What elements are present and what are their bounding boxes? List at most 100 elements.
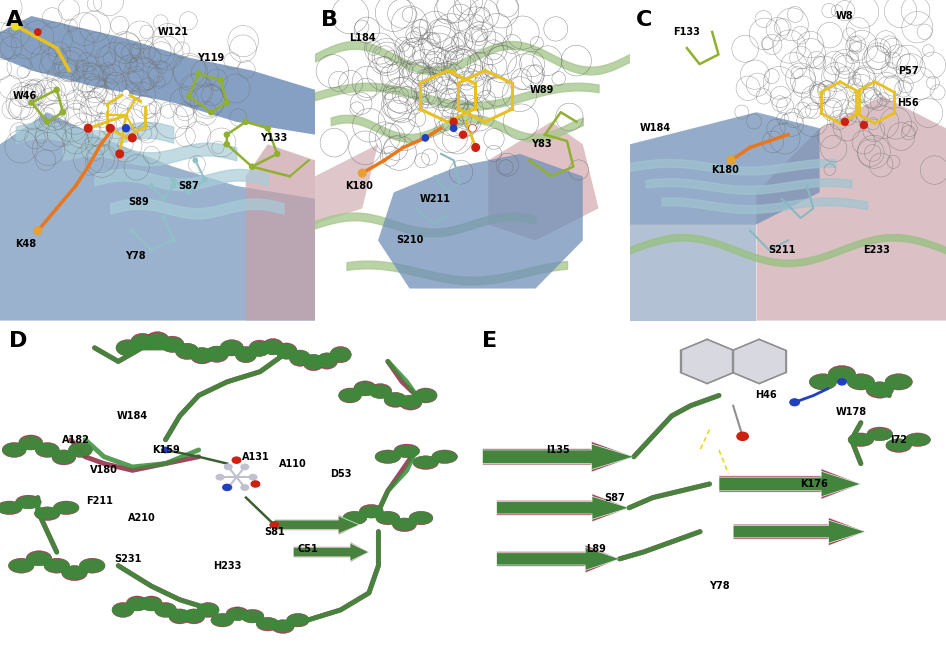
Circle shape [116, 150, 124, 158]
Text: I72: I72 [890, 435, 907, 445]
Text: C51: C51 [297, 543, 318, 554]
Text: B: B [322, 10, 339, 30]
Ellipse shape [161, 337, 184, 352]
Text: S231: S231 [114, 554, 141, 564]
Polygon shape [497, 496, 629, 520]
Ellipse shape [399, 395, 422, 410]
Polygon shape [630, 224, 757, 321]
Ellipse shape [140, 598, 163, 611]
Circle shape [101, 106, 107, 112]
Ellipse shape [393, 518, 416, 531]
Circle shape [422, 135, 429, 141]
Ellipse shape [330, 347, 351, 362]
Ellipse shape [272, 620, 294, 632]
Text: H46: H46 [756, 391, 777, 401]
Ellipse shape [414, 389, 437, 403]
Ellipse shape [183, 609, 205, 624]
Circle shape [131, 229, 134, 233]
Circle shape [224, 141, 229, 147]
Circle shape [241, 464, 249, 469]
Ellipse shape [810, 374, 836, 389]
Ellipse shape [289, 350, 310, 366]
Text: S87: S87 [604, 492, 625, 502]
Ellipse shape [44, 558, 70, 573]
Ellipse shape [116, 340, 139, 356]
Circle shape [11, 21, 20, 30]
Ellipse shape [262, 340, 284, 355]
Text: V180: V180 [90, 465, 118, 475]
Ellipse shape [339, 389, 361, 403]
Circle shape [171, 184, 175, 188]
Ellipse shape [262, 338, 284, 355]
Ellipse shape [867, 382, 893, 397]
Ellipse shape [197, 603, 219, 617]
Ellipse shape [2, 443, 26, 457]
Text: S89: S89 [129, 197, 149, 207]
Ellipse shape [376, 511, 400, 525]
Polygon shape [733, 520, 866, 543]
Ellipse shape [168, 609, 191, 624]
Text: D: D [9, 330, 27, 351]
Ellipse shape [316, 353, 338, 368]
Ellipse shape [885, 439, 911, 451]
Ellipse shape [236, 346, 256, 363]
Circle shape [233, 457, 240, 463]
Ellipse shape [15, 496, 42, 508]
Ellipse shape [44, 559, 70, 572]
Ellipse shape [359, 504, 383, 518]
Polygon shape [293, 542, 369, 563]
Circle shape [450, 118, 457, 126]
Ellipse shape [190, 348, 214, 363]
Circle shape [162, 215, 166, 220]
Text: W184: W184 [117, 411, 148, 421]
Text: Y83: Y83 [532, 139, 552, 149]
Ellipse shape [829, 367, 855, 382]
Ellipse shape [175, 343, 199, 360]
Ellipse shape [885, 374, 912, 389]
Text: Y133: Y133 [260, 133, 288, 143]
Circle shape [196, 71, 201, 76]
Ellipse shape [26, 551, 52, 566]
Text: H233: H233 [213, 561, 241, 570]
Polygon shape [482, 442, 634, 472]
Ellipse shape [384, 393, 407, 407]
Ellipse shape [848, 434, 874, 446]
Polygon shape [488, 122, 599, 241]
Polygon shape [0, 16, 315, 135]
Text: K180: K180 [710, 165, 739, 175]
Ellipse shape [26, 552, 52, 566]
Circle shape [54, 87, 60, 93]
Ellipse shape [52, 450, 76, 463]
Polygon shape [497, 547, 620, 570]
Ellipse shape [53, 501, 79, 515]
Ellipse shape [848, 433, 874, 447]
Ellipse shape [342, 511, 367, 525]
Ellipse shape [126, 596, 149, 611]
Ellipse shape [287, 614, 309, 626]
Ellipse shape [376, 512, 400, 524]
Circle shape [124, 91, 129, 96]
Ellipse shape [15, 495, 42, 509]
Ellipse shape [0, 502, 22, 514]
Circle shape [61, 110, 65, 115]
Ellipse shape [810, 373, 836, 390]
Ellipse shape [205, 346, 229, 362]
Circle shape [752, 419, 762, 426]
Ellipse shape [205, 346, 229, 361]
Ellipse shape [146, 332, 169, 348]
Text: W211: W211 [419, 194, 450, 204]
Circle shape [29, 100, 34, 105]
Ellipse shape [256, 617, 279, 631]
Circle shape [162, 447, 169, 453]
Ellipse shape [52, 450, 76, 465]
Ellipse shape [414, 388, 437, 403]
Text: F133: F133 [674, 27, 700, 37]
Ellipse shape [867, 427, 893, 441]
Ellipse shape [431, 450, 458, 463]
Circle shape [838, 379, 846, 385]
Text: A110: A110 [279, 459, 307, 469]
Circle shape [186, 190, 191, 194]
Ellipse shape [354, 381, 377, 396]
Circle shape [186, 94, 191, 98]
Text: D53: D53 [330, 469, 351, 479]
